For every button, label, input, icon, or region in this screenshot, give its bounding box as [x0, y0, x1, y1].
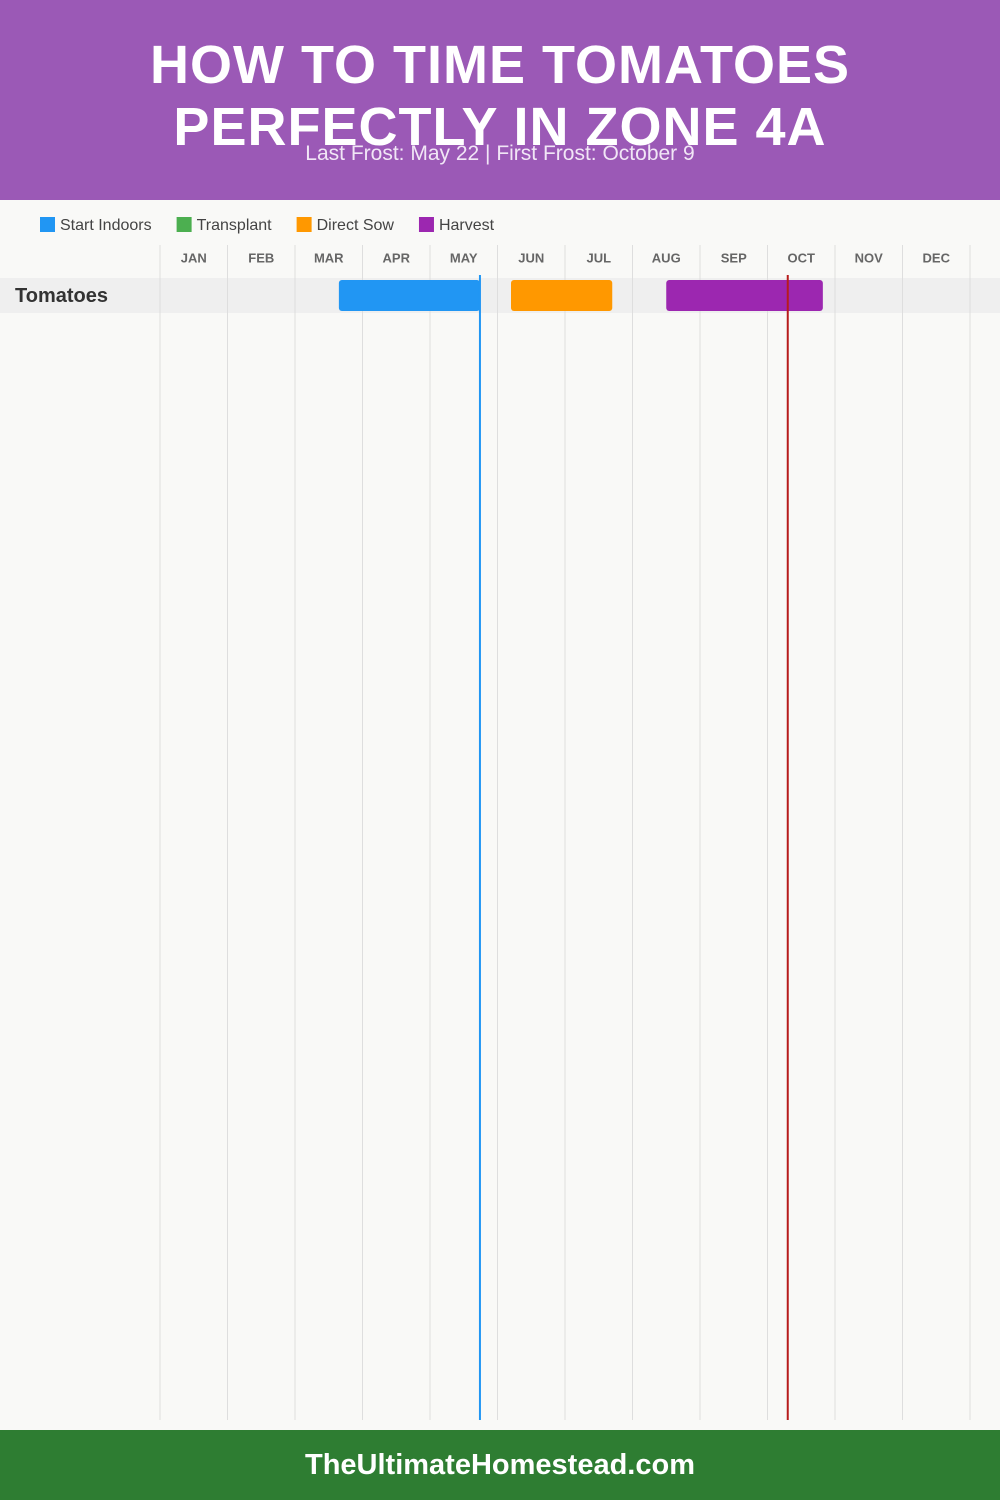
bar: [511, 280, 613, 311]
month-label: OCT: [788, 250, 816, 265]
row-background: [0, 278, 1000, 313]
month-label: NOV: [855, 250, 884, 265]
month-label: JAN: [181, 250, 207, 265]
month-label: APR: [383, 250, 411, 265]
chart: Start Indoors Transplant Direct Sow Harvest…: [0, 217, 1000, 1420]
bar: [338, 280, 480, 311]
month-label: SEP: [721, 250, 747, 265]
month-label: MAR: [314, 250, 344, 265]
month-label: DEC: [923, 250, 951, 265]
legend-label: Transplant: [197, 217, 273, 234]
legend-label: Harvest: [439, 217, 495, 234]
month-label: FEB: [248, 250, 274, 265]
legend-swatch: [40, 217, 55, 232]
month-label: JUL: [586, 250, 611, 265]
legend-label: Start Indoors: [60, 217, 152, 234]
month-label: MAY: [450, 250, 478, 265]
header: HOW TO TIME TOMATOES PERFECTLY IN ZONE 4…: [0, 0, 1000, 200]
subtitle: Last Frost: May 22 | First Frost: Octobe…: [305, 142, 695, 165]
row-label: Tomatoes: [15, 285, 108, 307]
title: HOW TO TIME TOMATOES PERFECTLY IN ZONE 4…: [149, 35, 850, 157]
legend-swatch: [296, 217, 312, 232]
bar: [666, 280, 823, 311]
month-label: JUN: [518, 250, 544, 265]
legend-swatch: [418, 217, 434, 232]
legend-label: Direct Sow: [317, 217, 395, 234]
footer: TheUltimateHomestead.com: [0, 1430, 1000, 1500]
legend-swatch: [176, 217, 192, 232]
month-label: AUG: [652, 250, 681, 265]
